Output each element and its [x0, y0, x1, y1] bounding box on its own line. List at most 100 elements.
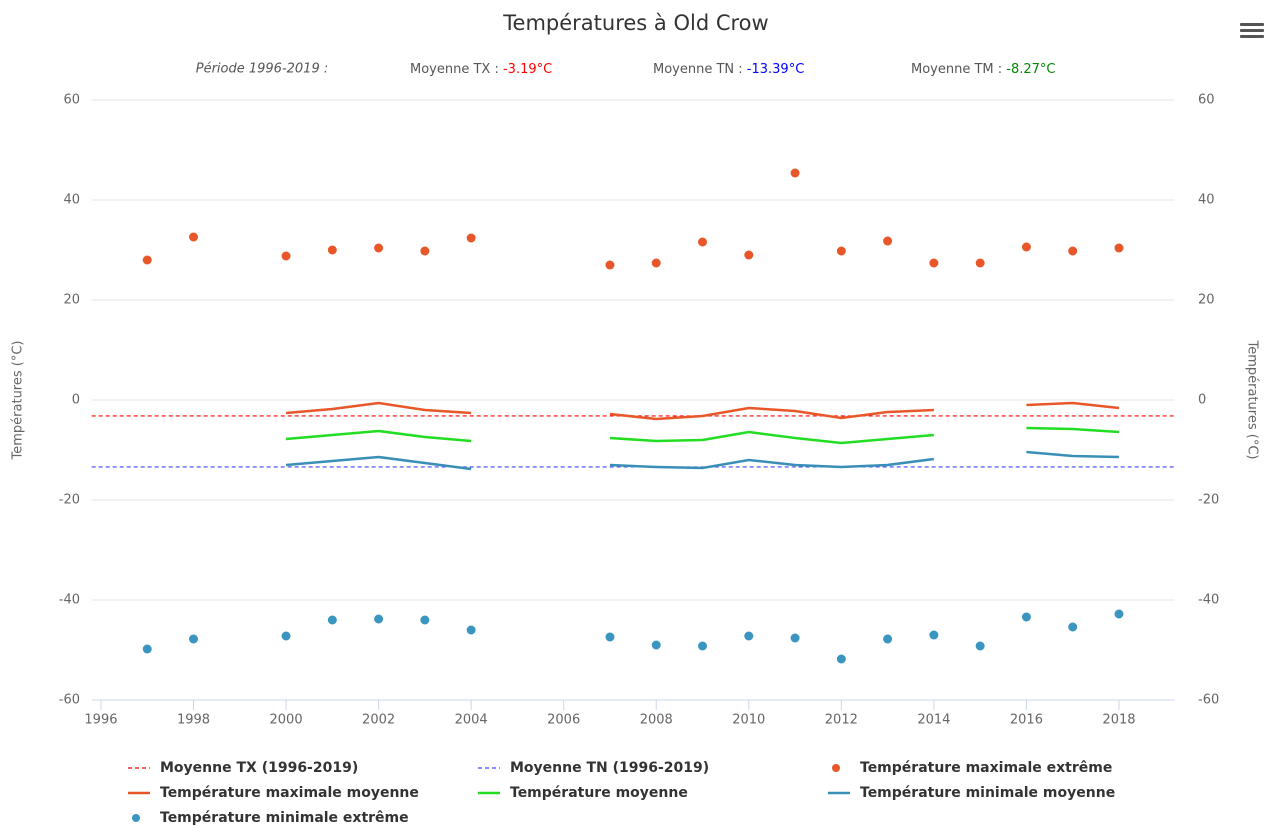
y-tick-label: -40: [59, 593, 80, 608]
x-tick-label: 2000: [270, 713, 303, 728]
scatter-point: [744, 250, 754, 260]
scatter-point: [651, 258, 661, 268]
legend-label: Moyenne TN (1996-2019): [510, 760, 709, 776]
scatter-point: [975, 258, 985, 268]
series-line: [1026, 450, 1119, 459]
scatter-point: [1021, 612, 1031, 622]
legend-item[interactable]: Moyenne TN (1996-2019): [478, 760, 709, 776]
legend-symbol: [832, 764, 840, 772]
scatter-point: [420, 615, 430, 625]
series-line: [285, 455, 472, 471]
y-tick-label: 20: [63, 293, 80, 308]
y2-tick-label: -40: [1198, 593, 1219, 608]
y2-axis-title: Températures (°C): [1245, 340, 1260, 460]
scatter-point: [929, 258, 939, 268]
scatter-point: [374, 614, 384, 624]
scatter-point: [1114, 243, 1124, 253]
x-tick-label: 2010: [732, 713, 765, 728]
subtitle-label: Moyenne TX :: [410, 62, 499, 77]
scatter-point: [327, 615, 337, 625]
y-axis-title: Températures (°C): [11, 341, 26, 461]
y-tick-label: -20: [59, 493, 80, 508]
subtitle-value: -8.27°C: [1006, 62, 1055, 77]
legend-symbol: [132, 814, 140, 822]
subtitle-label: Moyenne TM :: [911, 62, 1002, 77]
y-tick-label: 40: [63, 193, 80, 208]
y2-tick-label: -20: [1198, 493, 1219, 508]
scatter-point: [698, 237, 708, 247]
legend-item[interactable]: Température minimale moyenne: [828, 785, 1115, 801]
chart-title: Températures à Old Crow: [502, 11, 768, 35]
subtitle-label: Moyenne TN :: [653, 62, 743, 77]
menu-button[interactable]: [1240, 23, 1264, 38]
series-line: [609, 430, 934, 445]
x-tick-label: 2018: [1102, 713, 1135, 728]
scatter-point: [1021, 242, 1031, 252]
scatter-point: [790, 168, 800, 178]
scatter-point: [142, 255, 152, 265]
scatter-point: [1068, 246, 1078, 256]
x-tick-label: 2014: [917, 713, 950, 728]
series-line: [609, 406, 934, 421]
scatter-point: [466, 625, 476, 635]
y-tick-label: 0: [72, 393, 80, 408]
menu-bar: [1240, 35, 1264, 38]
menu-bar: [1240, 29, 1264, 32]
x-tick-label: 2012: [825, 713, 858, 728]
scatter-point: [836, 246, 846, 256]
scatter-point: [1068, 622, 1078, 632]
legend-label: Température maximale extrême: [860, 760, 1112, 776]
x-tick-label: 2016: [1010, 713, 1043, 728]
x-tick-label: 1998: [177, 713, 210, 728]
legend-label: Moyenne TX (1996-2019): [160, 760, 358, 776]
y2-tick-label: -60: [1198, 693, 1219, 708]
subtitle-value: -3.19°C: [503, 62, 552, 77]
legend-label: Température minimale moyenne: [860, 785, 1115, 801]
series-line: [1026, 401, 1120, 410]
legend-label: Température moyenne: [510, 785, 688, 801]
y-tick-label: -60: [59, 693, 80, 708]
y2-tick-label: 0: [1198, 393, 1206, 408]
legend-item[interactable]: Moyenne TX (1996-2019): [128, 760, 358, 776]
scatter-point: [420, 246, 430, 256]
series-line: [609, 457, 935, 470]
scatter-point: [836, 654, 846, 664]
x-tick-label: 1996: [84, 713, 117, 728]
legend-label: Température minimale extrême: [160, 810, 409, 826]
y2-tick-label: 20: [1198, 293, 1215, 308]
series-line: [1026, 426, 1120, 434]
scatter-point: [189, 634, 199, 644]
scatter-point: [142, 644, 152, 654]
series-line: [285, 429, 472, 443]
legend-item[interactable]: Température moyenne: [478, 785, 688, 801]
scatter-point: [281, 631, 291, 641]
scatter-point: [651, 640, 661, 650]
scatter-point: [883, 634, 893, 644]
x-tick-label: 2002: [362, 713, 395, 728]
legend-item[interactable]: Température maximale extrême: [832, 760, 1112, 776]
scatter-point: [374, 243, 384, 253]
subtitle-period: Période 1996-2019 :: [196, 62, 329, 77]
y2-tick-label: 40: [1198, 193, 1215, 208]
scatter-point: [466, 233, 476, 243]
scatter-point: [790, 633, 800, 643]
scatter-point: [281, 251, 291, 261]
scatter-point: [698, 641, 708, 651]
scatter-point: [883, 236, 893, 246]
scatter-point: [1114, 609, 1124, 619]
x-tick-label: 2008: [640, 713, 673, 728]
series-line: [285, 401, 472, 415]
legend-item[interactable]: Température maximale moyenne: [128, 785, 419, 801]
y-tick-label: 60: [63, 93, 80, 108]
scatter-point: [605, 632, 615, 642]
subtitle-item: Moyenne TN : -13.39°C: [653, 62, 804, 77]
menu-bar: [1240, 23, 1264, 26]
legend-item[interactable]: Température minimale extrême: [132, 810, 409, 826]
scatter-point: [975, 641, 985, 651]
scatter-point: [605, 260, 615, 270]
legend-label: Température maximale moyenne: [160, 785, 419, 801]
subtitle-item: Moyenne TM : -8.27°C: [911, 62, 1056, 77]
subtitle-value: -13.39°C: [747, 62, 804, 77]
scatter-point: [327, 245, 337, 255]
